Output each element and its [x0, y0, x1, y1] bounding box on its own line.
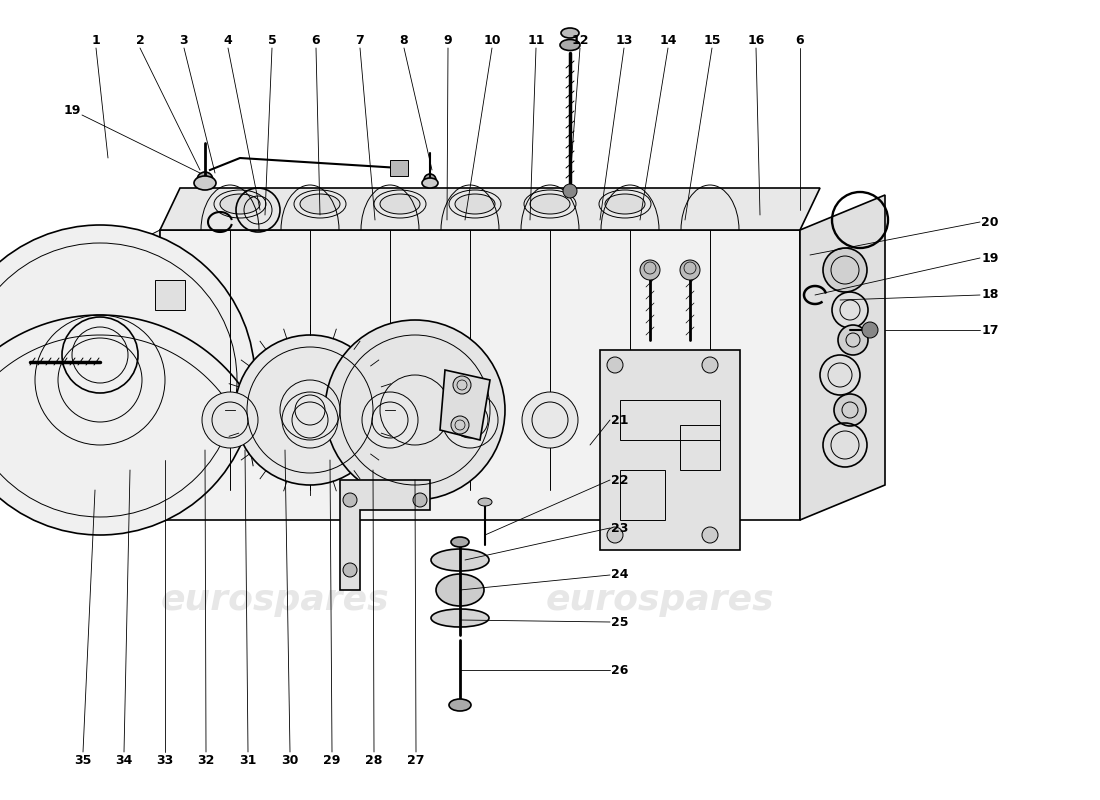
Ellipse shape	[436, 574, 484, 606]
Text: 28: 28	[365, 754, 383, 766]
Circle shape	[602, 392, 658, 448]
Ellipse shape	[220, 194, 260, 214]
Ellipse shape	[431, 549, 490, 571]
Ellipse shape	[300, 194, 340, 214]
Ellipse shape	[605, 194, 645, 214]
Bar	[680, 425, 720, 470]
Text: 15: 15	[703, 34, 720, 46]
Text: 33: 33	[156, 754, 174, 766]
Polygon shape	[800, 195, 886, 520]
Circle shape	[702, 527, 718, 543]
Ellipse shape	[194, 176, 216, 190]
Text: 3: 3	[179, 34, 188, 46]
Text: 8: 8	[399, 34, 408, 46]
Text: eurospares: eurospares	[546, 303, 774, 337]
Polygon shape	[160, 188, 820, 230]
Text: 25: 25	[612, 615, 629, 629]
Circle shape	[412, 493, 427, 507]
Text: eurospares: eurospares	[161, 583, 389, 617]
Circle shape	[0, 225, 255, 535]
Text: 14: 14	[659, 34, 676, 46]
Text: 29: 29	[323, 754, 341, 766]
Circle shape	[451, 416, 469, 434]
Ellipse shape	[449, 699, 471, 711]
Text: 11: 11	[527, 34, 544, 46]
Circle shape	[834, 394, 866, 426]
Circle shape	[522, 392, 578, 448]
Text: 12: 12	[571, 34, 588, 46]
Circle shape	[838, 325, 868, 355]
Text: 19: 19	[981, 251, 999, 265]
Circle shape	[607, 527, 623, 543]
Text: 24: 24	[612, 569, 629, 582]
Circle shape	[282, 392, 338, 448]
Text: 20: 20	[981, 215, 999, 229]
Text: 13: 13	[615, 34, 632, 46]
Ellipse shape	[379, 194, 420, 214]
Ellipse shape	[560, 39, 580, 50]
Text: 26: 26	[612, 663, 629, 677]
Ellipse shape	[451, 537, 469, 547]
Text: 22: 22	[612, 474, 629, 486]
Circle shape	[235, 335, 385, 485]
Text: 16: 16	[747, 34, 764, 46]
Text: 2: 2	[135, 34, 144, 46]
Circle shape	[682, 392, 738, 448]
Polygon shape	[440, 370, 490, 440]
Text: 6: 6	[795, 34, 804, 46]
Circle shape	[424, 174, 436, 186]
Text: 17: 17	[981, 323, 999, 337]
Text: 19: 19	[64, 103, 80, 117]
Ellipse shape	[530, 194, 570, 214]
Polygon shape	[160, 230, 800, 520]
Polygon shape	[340, 480, 430, 590]
Text: 10: 10	[483, 34, 500, 46]
Circle shape	[343, 493, 358, 507]
Text: 31: 31	[240, 754, 256, 766]
Circle shape	[442, 392, 498, 448]
Bar	[620, 400, 721, 440]
Circle shape	[197, 172, 213, 188]
Circle shape	[607, 357, 623, 373]
Circle shape	[362, 392, 418, 448]
Text: 34: 34	[116, 754, 133, 766]
Ellipse shape	[478, 498, 492, 506]
Ellipse shape	[561, 28, 579, 38]
Circle shape	[823, 248, 867, 292]
Text: 4: 4	[223, 34, 232, 46]
Circle shape	[343, 563, 358, 577]
Text: 5: 5	[267, 34, 276, 46]
Circle shape	[202, 392, 258, 448]
Text: 23: 23	[612, 522, 629, 534]
Ellipse shape	[431, 609, 490, 627]
Text: 21: 21	[612, 414, 629, 426]
Text: 30: 30	[282, 754, 299, 766]
Circle shape	[453, 376, 471, 394]
Text: 1: 1	[91, 34, 100, 46]
Text: 9: 9	[443, 34, 452, 46]
Circle shape	[702, 357, 718, 373]
Circle shape	[324, 320, 505, 500]
Polygon shape	[600, 350, 740, 550]
Bar	[390, 160, 408, 176]
Bar	[620, 470, 666, 520]
Text: 35: 35	[75, 754, 91, 766]
Text: 18: 18	[981, 289, 999, 302]
Text: eurospares: eurospares	[546, 583, 774, 617]
Ellipse shape	[455, 194, 495, 214]
Polygon shape	[155, 280, 185, 310]
Text: 7: 7	[355, 34, 364, 46]
Ellipse shape	[422, 178, 438, 188]
Circle shape	[640, 260, 660, 280]
Circle shape	[563, 184, 578, 198]
Circle shape	[680, 260, 700, 280]
Circle shape	[862, 322, 878, 338]
Text: 32: 32	[197, 754, 215, 766]
Text: 6: 6	[311, 34, 320, 46]
Text: eurospares: eurospares	[161, 303, 389, 337]
Text: 27: 27	[407, 754, 425, 766]
Polygon shape	[130, 230, 159, 520]
